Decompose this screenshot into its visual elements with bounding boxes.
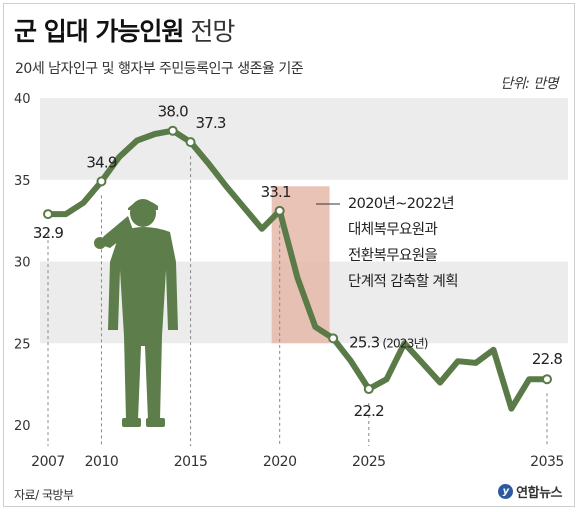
data-point-7 bbox=[542, 374, 552, 385]
y-tick-label-25: 25 bbox=[14, 337, 31, 352]
y-tick-label-20: 20 bbox=[14, 419, 31, 434]
data-label-note: (2023년) bbox=[382, 336, 427, 350]
series-line-path bbox=[45, 127, 550, 412]
chart-title-suffix: 전망 bbox=[190, 17, 235, 46]
annotation-line-3: 단계적 감축할 계획 bbox=[348, 273, 458, 290]
x-tick-label-2010: 2010 bbox=[85, 454, 119, 470]
x-guide-lines bbox=[47, 156, 548, 446]
annotation-line-2: 전환복무요원을 bbox=[348, 247, 437, 264]
y-tick-label-35: 35 bbox=[14, 174, 31, 189]
soldier-icon bbox=[94, 199, 178, 427]
data-point-6 bbox=[363, 384, 374, 395]
x-tick-label-2015: 2015 bbox=[174, 454, 208, 470]
data-label-34.9: 34.9 bbox=[86, 153, 116, 171]
x-tick-label-2020: 2020 bbox=[263, 454, 297, 470]
x-tick-label-2025: 2025 bbox=[352, 454, 386, 470]
x-tick-label-2035: 2035 bbox=[530, 454, 564, 470]
annotation-line-1: 대체복무요원과 bbox=[348, 221, 437, 238]
data-label-22.2: 22.2 bbox=[354, 402, 384, 420]
data-point-2 bbox=[167, 125, 178, 136]
data-label-22.8: 22.8 bbox=[532, 350, 562, 368]
data-point-0 bbox=[43, 209, 53, 220]
y-axis-tick-labels: 20 25 30 35 40 bbox=[14, 92, 31, 434]
data-point-3 bbox=[185, 137, 196, 148]
data-label-33.1: 33.1 bbox=[261, 183, 291, 201]
data-labels: 32.9 34.9 38.0 37.3 33.1 25.3 (2023년) 22.2 22.8 bbox=[33, 103, 563, 420]
y-tick-label-30: 30 bbox=[14, 256, 31, 271]
chart-subtitle: 20세 남자인구 및 행자부 주민등록인구 생존율 기준 bbox=[15, 61, 304, 77]
publisher-logo: y 연합뉴스 bbox=[498, 482, 562, 501]
data-label-37.3: 37.3 bbox=[195, 114, 225, 132]
data-label-32.9: 32.9 bbox=[33, 224, 63, 242]
unit-label: 단위: 만명 bbox=[500, 76, 558, 92]
data-point-5 bbox=[328, 333, 339, 344]
chart-title: 군 입대 가능인원 전망 bbox=[14, 12, 235, 48]
x-axis-tick-labels: 2007 2010 2015 2020 2025 2035 bbox=[31, 454, 564, 470]
series-markers bbox=[43, 125, 552, 395]
data-label-38.0: 38.0 bbox=[158, 103, 188, 121]
data-point-4 bbox=[274, 205, 285, 216]
x-tick-label-2007: 2007 bbox=[31, 454, 65, 470]
background-band-1 bbox=[40, 98, 568, 180]
data-point-1 bbox=[96, 176, 107, 187]
series-line bbox=[45, 127, 550, 412]
chart-frame bbox=[3, 3, 575, 507]
source-note: 자료/ 국방부 bbox=[14, 488, 74, 502]
y-tick-label-40: 40 bbox=[14, 92, 31, 107]
annotation-line-0: 2020년~2022년 bbox=[348, 195, 454, 212]
data-label-25.3: 25.3 (2023년) bbox=[349, 333, 428, 351]
publisher-logo-text: 연합뉴스 bbox=[516, 486, 562, 501]
publisher-logo-icon: y bbox=[498, 484, 514, 499]
chart-title-main: 군 입대 가능인원 bbox=[14, 17, 184, 46]
